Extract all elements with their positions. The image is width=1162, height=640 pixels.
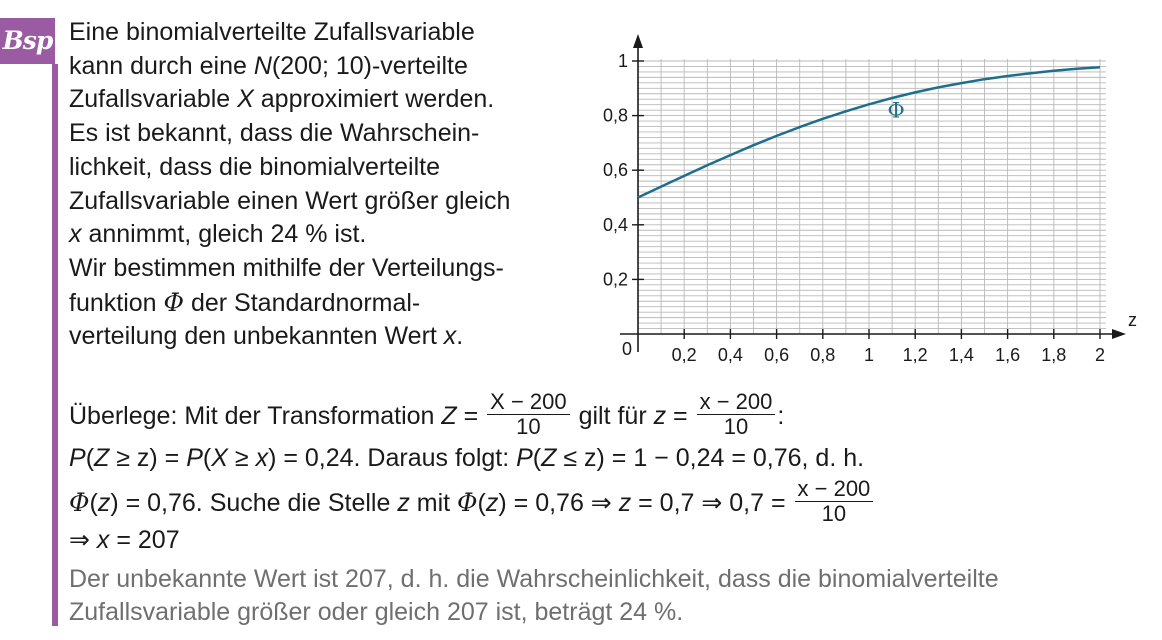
chart-axes: z0 bbox=[620, 34, 1137, 359]
intro-line-7: x annimmt, gleich 24 % ist. bbox=[69, 220, 367, 249]
y-tick-label: 1 bbox=[618, 51, 628, 71]
x-tick-label: 2 bbox=[1095, 345, 1105, 364]
intro-line-1: Eine binomialverteilte Zufallsvariable bbox=[69, 18, 475, 46]
x-axis-arrow bbox=[1112, 329, 1126, 339]
fraction-transform-uppercase: X − 200 10 bbox=[487, 390, 570, 439]
step-phi-lookup: Φ(z) = 0,76. Suche die Stelle z mit Φ(z)… bbox=[69, 477, 875, 529]
y-tick-label: 0,2 bbox=[603, 269, 628, 289]
result-line-2: Zufallsvariable größer oder gleich 207 i… bbox=[69, 598, 684, 626]
cdf-chart: z0 0,2 0,4 0,6 0,8 1 1,2 1,4 1,6 1,8 20,20,40,60,… bbox=[603, 34, 1137, 364]
fraction-transform-lowercase: x − 200 10 bbox=[696, 390, 776, 439]
x-tick-label: 0,2 bbox=[672, 345, 697, 364]
x-tick-label: 1,8 bbox=[1041, 345, 1066, 364]
result-line-1: Der unbekannte Wert ist 207, d. h. die W… bbox=[69, 565, 999, 593]
curve-label: Φ bbox=[887, 99, 904, 123]
x-tick-label: 0,8 bbox=[810, 345, 835, 364]
intro-line-4: Es ist bekannt, dass die Wahrschein- bbox=[69, 119, 480, 148]
x-tick-label: 1 bbox=[864, 345, 874, 364]
intro-line-2: kann durch eine N(200; 10)-verteilte bbox=[69, 51, 468, 80]
intro-line-5: lichkeit, dass die binomialverteilte bbox=[69, 152, 441, 181]
x-tick-label: 0,4 bbox=[718, 345, 743, 364]
step-transformation: Überlege: Mit der Transformation Z = X −… bbox=[69, 389, 785, 439]
step-result-x: ⇒ x = 207 bbox=[69, 526, 180, 554]
x-tick-label: 1,4 bbox=[949, 345, 974, 364]
intro-line-10: verteilung den unbekannten Wert x. bbox=[69, 322, 464, 351]
chart-ticks: 0,2 0,4 0,6 0,8 1 1,2 1,4 1,6 1,8 2 0,2 0,4 0,6 0,8 1 bbox=[603, 51, 1105, 364]
intro-line-3: Zufallsvariable X approximiert werden. bbox=[69, 85, 495, 114]
intro-line-9: funktion Φ der Standardnormal- bbox=[69, 287, 421, 317]
origin-label: 0 bbox=[622, 339, 632, 359]
x-tick-label: 0,6 bbox=[764, 345, 789, 364]
side-accent-bar bbox=[52, 64, 58, 626]
x-tick-label: 1,6 bbox=[995, 345, 1020, 364]
chart-grid bbox=[638, 59, 1106, 334]
step-probability: P(Z ≥ z) = P(X ≥ x) = 0,24. Daraus folgt… bbox=[69, 444, 865, 472]
x-tick-label: 1,2 bbox=[903, 345, 928, 364]
y-tick-label: 0,8 bbox=[603, 106, 628, 126]
intro-line-6: Zufallsvariable einen Wert größer gleich bbox=[69, 186, 511, 215]
intro-line-8: Wir bestimmen mithilfe der Verteilungs- bbox=[69, 253, 504, 282]
intro-text: Eine binomialverteilte Zufallsvariable ka… bbox=[69, 16, 579, 354]
y-axis-arrow bbox=[633, 34, 643, 48]
phi-curve bbox=[637, 65, 1101, 199]
y-tick-label: 0,6 bbox=[603, 160, 628, 180]
y-tick-label: 0,4 bbox=[603, 215, 628, 235]
example-badge: Bsp bbox=[0, 18, 55, 64]
x-axis-label: z bbox=[1128, 310, 1137, 330]
fraction-solve: x − 200 10 bbox=[794, 477, 874, 526]
